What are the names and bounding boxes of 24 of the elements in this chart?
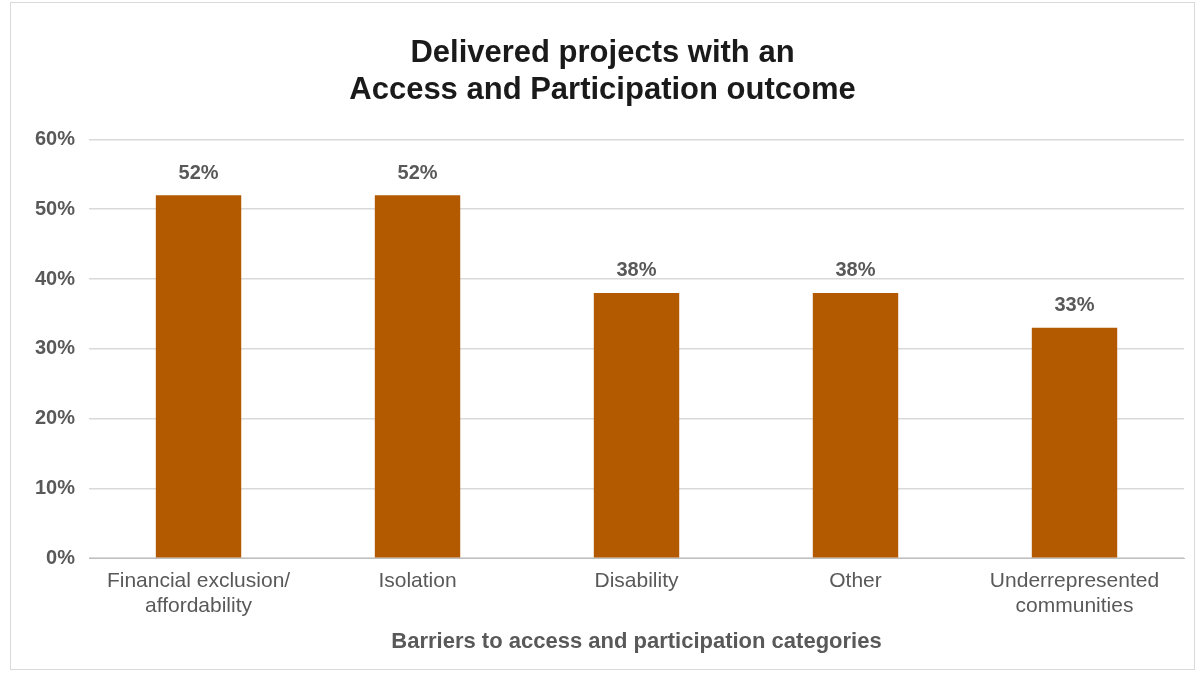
- data-label: 38%: [835, 258, 876, 281]
- data-label: 33%: [1054, 293, 1095, 316]
- y-tick-label: 40%: [35, 266, 76, 289]
- bar: [374, 195, 461, 558]
- x-axis-title: Barriers to access and participation categories: [391, 627, 882, 653]
- y-tick-label: 0%: [46, 545, 76, 568]
- y-tick-label: 10%: [35, 475, 76, 498]
- bar: [155, 195, 242, 558]
- y-tick-label: 30%: [35, 336, 76, 359]
- y-tick-label: 20%: [35, 406, 76, 429]
- x-tick-label: Other: [829, 567, 882, 591]
- data-label: 38%: [616, 258, 657, 281]
- y-tick-label: 60%: [35, 126, 76, 149]
- x-tick-label: Disability: [594, 567, 680, 591]
- y-tick-label: 50%: [35, 196, 76, 219]
- bar: [1031, 327, 1118, 558]
- chart-title: Delivered projects with an Access and Participation outcome: [349, 34, 856, 107]
- x-tick-label: Underrepresented communities: [989, 567, 1160, 616]
- data-label: 52%: [397, 160, 438, 183]
- bar: [812, 292, 899, 558]
- bar: [593, 292, 680, 558]
- data-label: 52%: [178, 160, 219, 183]
- x-tick-label: Financial exclusion/ affordability: [106, 567, 291, 616]
- x-tick-label: Isolation: [378, 567, 457, 591]
